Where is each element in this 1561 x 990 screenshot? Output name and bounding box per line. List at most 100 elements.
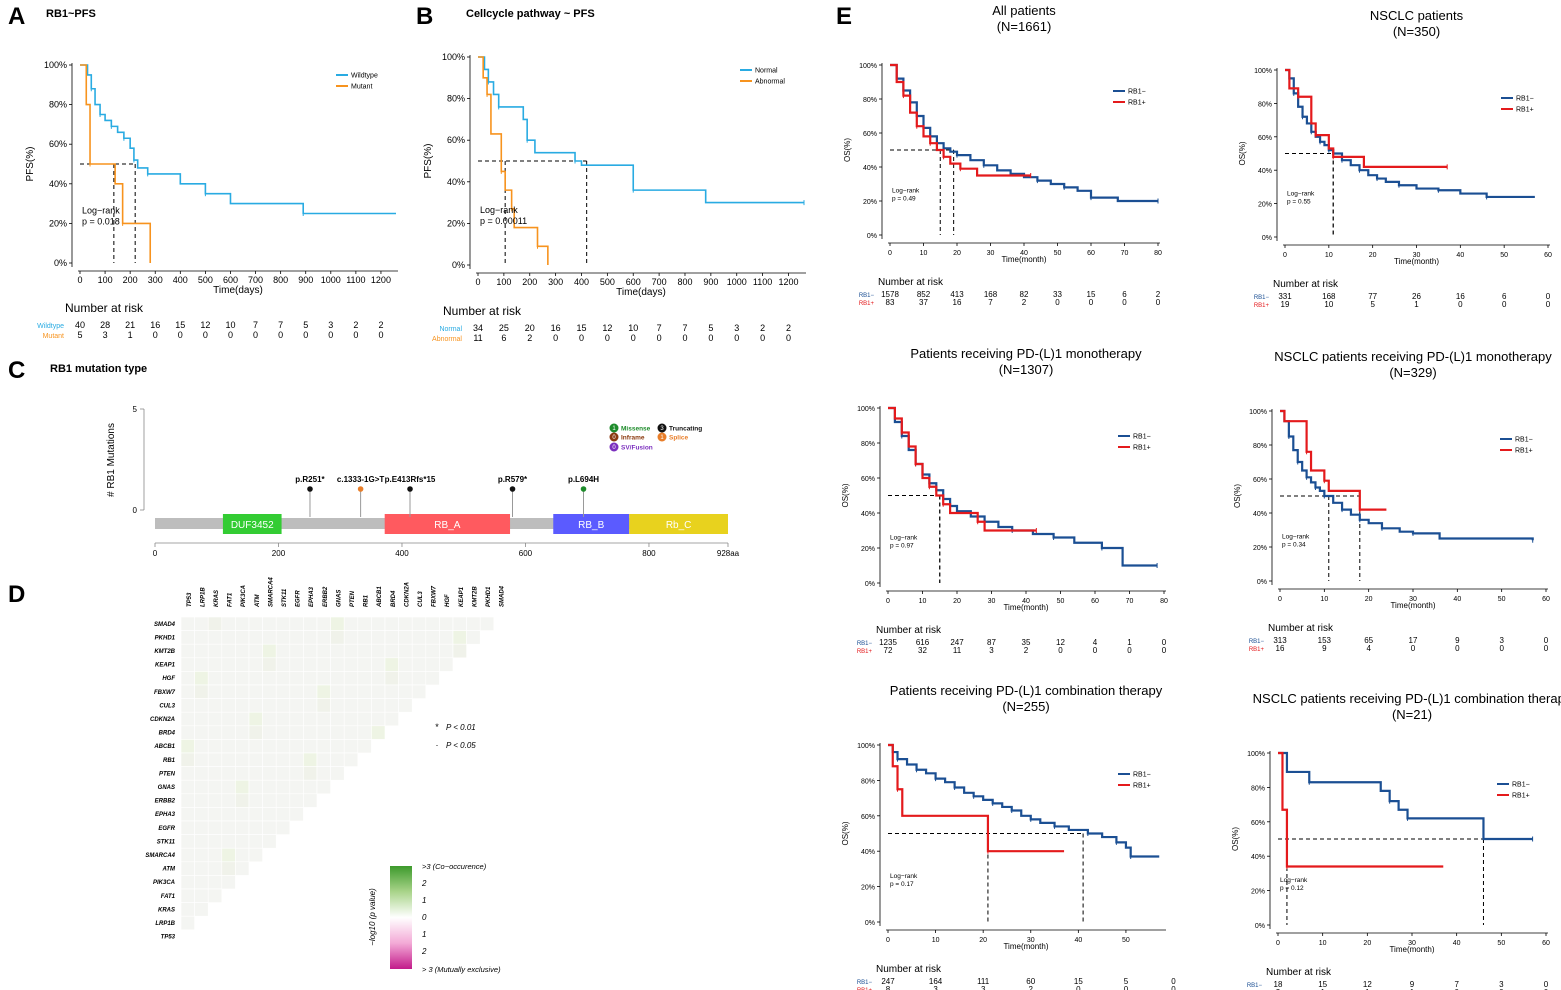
risk-value: 7 xyxy=(253,320,258,330)
risk-value: 2 xyxy=(1022,298,1027,307)
risk-value: 0 xyxy=(1124,985,1129,990)
mutation-legend-label: Missense xyxy=(621,426,651,433)
heatmap-cell xyxy=(207,711,223,727)
heatmap-cell xyxy=(194,793,209,808)
mutation-legend-label: Truncating xyxy=(669,426,702,433)
x-tick-label: 50 xyxy=(1500,252,1508,259)
km-curve-rb xyxy=(1285,68,1535,199)
risk-row-name: RB1− xyxy=(859,293,875,299)
km-title: NSCLC patients receiving PD-(L)1 combina… xyxy=(1253,691,1561,706)
lollipop-x-tick-label: 400 xyxy=(395,549,409,558)
risk-value: 0 xyxy=(786,333,791,343)
risk-value: 0 xyxy=(579,333,584,343)
heatmap-row-label: BRD4 xyxy=(159,731,176,737)
y-tick-label: 0% xyxy=(54,258,67,268)
y-tick-label: 100% xyxy=(44,60,67,70)
risk-value: 2 xyxy=(378,320,383,330)
heatmap-cell xyxy=(235,739,250,754)
heatmap-cell xyxy=(262,739,277,754)
y-tick-label: 40% xyxy=(861,511,875,518)
km-curve-wildtype xyxy=(80,64,396,215)
risk-value: 3 xyxy=(1276,988,1281,990)
heatmap-col-label: STK11 xyxy=(282,588,288,607)
risk-value: 0 xyxy=(303,330,308,340)
x-tick-label: 300 xyxy=(548,277,563,287)
x-tick-label: 60 xyxy=(1542,940,1550,947)
mutation-legend-label: SV/Fusion xyxy=(621,445,653,452)
risk-value: 3 xyxy=(933,985,938,990)
risk-value: 10 xyxy=(628,323,638,333)
heatmap-cell xyxy=(303,698,318,713)
risk-value: 0 xyxy=(682,333,687,343)
heatmap-col-label: ATM xyxy=(255,593,261,608)
heatmap-cell xyxy=(180,684,195,699)
heatmap-cell xyxy=(275,752,291,767)
risk-value: 0 xyxy=(1058,646,1063,655)
risk-value: 77 xyxy=(1368,292,1377,301)
heatmap-row-label: LRP1B xyxy=(155,921,175,927)
risk-title: Number at risk xyxy=(443,304,522,318)
heatmap-cell xyxy=(248,643,263,659)
heatmap-cell xyxy=(357,711,372,727)
risk-value: 2 xyxy=(760,323,765,333)
colorbar-tick-label: 1 xyxy=(422,930,426,939)
y-tick-label: 80% xyxy=(861,778,875,785)
heatmap-cell xyxy=(371,657,386,672)
y-tick-label: 0% xyxy=(452,260,465,270)
heatmap-cell xyxy=(180,820,195,835)
heatmap-cell xyxy=(303,616,318,631)
heatmap-cell xyxy=(194,630,209,645)
heatmap-cell xyxy=(262,643,277,659)
km-subtitle: (N=329) xyxy=(1389,365,1436,380)
heatmap-cell xyxy=(425,671,440,686)
risk-value: 0 xyxy=(657,333,662,343)
lollipop-y-tick-label: 5 xyxy=(133,405,138,414)
y-tick-label: 60% xyxy=(1258,135,1272,142)
heatmap-cell xyxy=(343,711,359,727)
heatmap-cell xyxy=(207,698,223,713)
y-axis-label: OS(%) xyxy=(1238,141,1247,165)
y-tick-label: 20% xyxy=(861,885,875,892)
heatmap-cell xyxy=(235,630,250,645)
heatmap-cell xyxy=(262,671,277,686)
x-tick-label: 0 xyxy=(1278,596,1282,603)
risk-title: Number at risk xyxy=(876,964,942,975)
heatmap-cell xyxy=(221,807,236,822)
heatmap-cell xyxy=(357,698,372,713)
km-curve-rb xyxy=(890,63,1031,177)
heatmap-cell xyxy=(343,671,359,686)
heatmap-cell xyxy=(357,684,372,699)
heatmap-cell xyxy=(330,711,345,727)
x-tick-label: 0 xyxy=(888,250,892,257)
risk-value: 0 xyxy=(605,333,610,343)
heatmap-cell xyxy=(289,671,304,686)
heatmap-cell xyxy=(207,875,223,890)
heatmap-col-label: EPHA3 xyxy=(309,586,315,607)
heatmap-row-label: ERBB2 xyxy=(155,799,176,805)
logrank-pvalue: p = 0.018 xyxy=(82,217,120,227)
heatmap-cell xyxy=(343,684,359,699)
risk-value: 0 xyxy=(1458,300,1463,309)
risk-value: 0 xyxy=(1055,298,1060,307)
risk-value: 6 xyxy=(1502,292,1507,301)
heatmap-cell xyxy=(207,684,223,699)
x-tick-label: 30 xyxy=(988,598,996,605)
x-tick-label: 900 xyxy=(703,277,718,287)
risk-value: 15 xyxy=(1087,290,1096,299)
risk-value: 1578 xyxy=(881,290,899,299)
y-tick-label: 80% xyxy=(1253,443,1267,450)
risk-value: 331 xyxy=(1278,292,1292,301)
heatmap-cell xyxy=(343,739,359,754)
lollipop-x-tick-label: 800 xyxy=(642,549,656,558)
heatmap-col-label: EGFR xyxy=(296,590,302,607)
heatmap-cell xyxy=(221,643,236,659)
heatmap-cell xyxy=(289,643,304,659)
y-tick-label: 0% xyxy=(1257,579,1267,586)
heatmap-cell xyxy=(235,616,250,631)
heatmap-cell xyxy=(221,630,236,645)
heatmap-cell xyxy=(343,630,359,645)
risk-value: 4 xyxy=(1366,644,1371,653)
heatmap-cell xyxy=(194,725,209,740)
x-tick-label: 1100 xyxy=(753,277,772,287)
